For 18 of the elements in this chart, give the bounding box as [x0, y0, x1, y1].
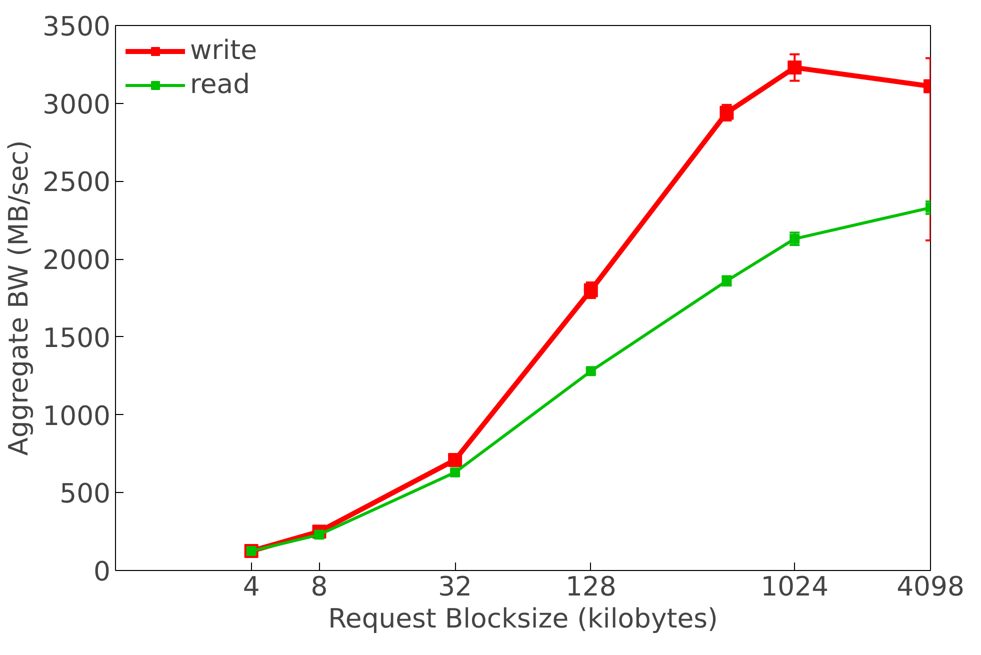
legend-label: read [190, 69, 250, 100]
y-tick-label: 0 [94, 556, 111, 588]
x-tick-label: 4 [242, 572, 260, 602]
y-tick-label: 2000 [42, 245, 111, 276]
y-tick-label: 3000 [42, 89, 111, 120]
y-tick-label: 1500 [42, 322, 111, 354]
y-tick-label: 500 [60, 478, 111, 510]
y-tick-label: 3500 [42, 12, 111, 42]
x-tick-label: 8 [310, 572, 328, 602]
x-tick-label: 128 [565, 572, 616, 602]
y-tick-label: 2500 [42, 167, 111, 198]
x-tick-label: 32 [438, 572, 472, 602]
legend-label: write [190, 35, 258, 66]
x-axis-title: Request Blocksize (kilobytes) [328, 604, 718, 634]
y-tick-label: 1000 [42, 400, 111, 432]
x-tick-label: 4098 [896, 572, 964, 602]
x-tick-label: 1024 [760, 572, 829, 602]
y-axis-title: Aggregate BW (MB/sec) [4, 140, 35, 456]
